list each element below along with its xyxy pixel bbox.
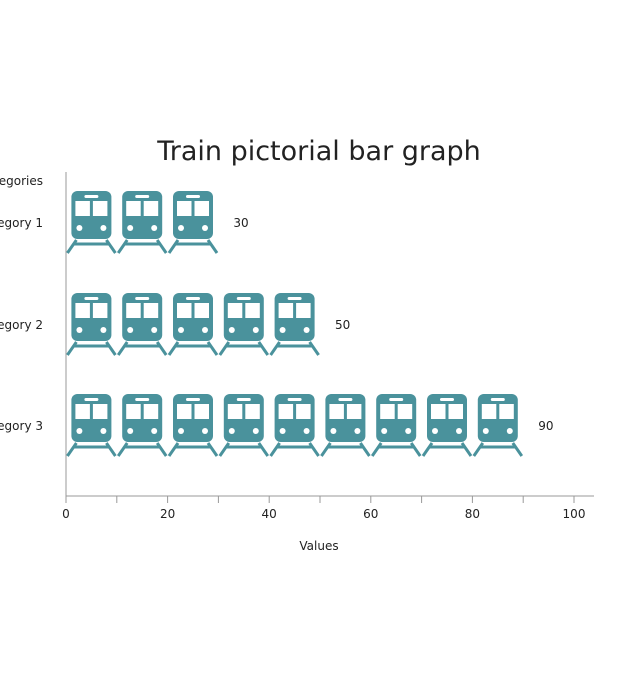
train-icon — [116, 392, 168, 458]
train-icon — [167, 189, 219, 255]
pictorial-bar — [65, 392, 524, 458]
data-label: 30 — [233, 216, 248, 230]
x-tick-label: 40 — [262, 507, 277, 521]
category-labels: Category 1 Category 2 Category 3 — [0, 216, 43, 433]
train-icon — [116, 189, 168, 255]
x-tick-label: 100 — [563, 507, 586, 521]
x-tick-label: 0 — [62, 507, 70, 521]
pictorial-bars — [65, 189, 524, 458]
x-tick-label: 80 — [465, 507, 480, 521]
train-icon — [65, 189, 117, 255]
x-axis-label: Values — [299, 539, 338, 553]
data-label: 90 — [538, 419, 553, 433]
pictorial-bar — [65, 291, 321, 357]
x-axis-ticks: 0 20 40 60 80 100 — [62, 496, 585, 521]
train-icon — [269, 291, 321, 357]
train-icon — [167, 392, 219, 458]
train-icon — [269, 392, 321, 458]
pictorial-bar — [65, 189, 219, 255]
train-icon — [421, 392, 473, 458]
train-icon — [218, 291, 270, 357]
category-label: Category 2 — [0, 318, 43, 332]
category-label: Category 1 — [0, 216, 43, 230]
data-labels: 30 50 90 — [233, 216, 553, 433]
train-icon — [472, 392, 524, 458]
train-icon — [65, 392, 117, 458]
train-icon — [116, 291, 168, 357]
x-tick-label: 60 — [363, 507, 378, 521]
x-tick-label: 20 — [160, 507, 175, 521]
train-icon — [167, 291, 219, 357]
data-label: 50 — [335, 318, 350, 332]
train-icon — [218, 392, 270, 458]
chart-title: Train pictorial bar graph — [156, 136, 481, 167]
y-axis-label: Categories — [0, 174, 43, 188]
train-icon — [319, 392, 371, 458]
train-icon — [370, 392, 422, 458]
train-icon — [65, 291, 117, 357]
category-label: Category 3 — [0, 419, 43, 433]
